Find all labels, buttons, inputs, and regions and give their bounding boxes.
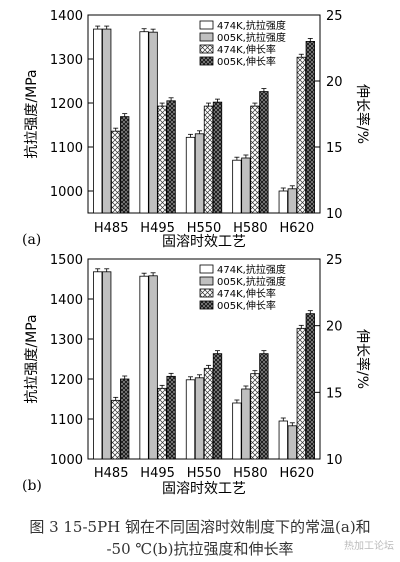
y-tick-label: 1000: [50, 453, 83, 468]
y2-axis-label: 伸长率/%: [354, 329, 371, 389]
y-tick-label: 1300: [50, 333, 83, 348]
bar: [305, 41, 315, 214]
bar: [278, 190, 288, 214]
y2-axis-label: 伸长率/%: [354, 84, 371, 144]
bar: [93, 28, 103, 214]
bar: [139, 275, 149, 460]
y-tick-label: 1000: [50, 185, 83, 200]
legend-label: 005K,伸长率: [217, 55, 276, 68]
bar: [185, 379, 196, 460]
bar: [212, 101, 223, 214]
panel-label: (b): [22, 478, 42, 494]
x-tick-label: H620: [280, 221, 315, 236]
x-tick-label: H495: [140, 221, 175, 236]
legend-swatch: [199, 288, 214, 298]
legend-label: 474K,伸长率: [217, 287, 276, 300]
y2-tick-label: 10: [326, 207, 343, 222]
x-tick-label: H620: [280, 466, 315, 481]
bar: [305, 313, 315, 460]
bar: [194, 377, 205, 460]
figure-caption-line1: 图 3 15-5PH 钢在不同固溶时效制度下的常温(a)和: [29, 518, 371, 536]
bar: [111, 130, 121, 214]
bar: [203, 105, 214, 214]
y2-tick-label: 15: [326, 386, 343, 401]
bar: [212, 353, 223, 460]
x-tick-label: H485: [94, 466, 129, 481]
bar: [139, 31, 149, 214]
y-tick-label: 1100: [50, 141, 83, 156]
bar: [287, 425, 297, 460]
y-tick-label: 1200: [50, 97, 83, 112]
panel-label: (a): [22, 232, 41, 248]
x-tick-label: H550: [187, 221, 222, 236]
bar: [148, 275, 158, 460]
y-tick-label: 1500: [50, 253, 83, 268]
bar: [250, 105, 260, 214]
legend-label: 474K,伸长率: [217, 43, 276, 56]
bar: [241, 388, 251, 460]
bar: [296, 56, 306, 214]
bar: [111, 399, 121, 460]
legend-label: 005K,抗拉强度: [217, 31, 286, 44]
y2-tick-label: 10: [326, 453, 343, 468]
y2-tick-label: 20: [326, 75, 343, 90]
y2-tick-label: 20: [326, 320, 343, 335]
bar: [232, 159, 242, 214]
legend-swatch: [199, 32, 214, 42]
y-tick-label: 1400: [50, 9, 83, 24]
x-tick-label: H580: [233, 221, 268, 236]
legend-swatch: [199, 44, 214, 54]
watermark: 热加工论坛: [344, 541, 394, 552]
x-tick-label: H580: [233, 466, 268, 481]
bar: [278, 420, 288, 460]
bar: [102, 28, 112, 214]
legend-swatch: [199, 56, 214, 66]
bar: [232, 402, 242, 460]
legend-swatch: [199, 276, 214, 286]
y-tick-label: 1400: [50, 293, 83, 308]
x-tick-label: H485: [94, 221, 129, 236]
bar: [148, 31, 158, 214]
bar: [259, 353, 269, 460]
bar: [157, 387, 167, 460]
y-tick-label: 1200: [50, 373, 83, 388]
bar: [259, 91, 269, 214]
y2-tick-label: 15: [326, 141, 343, 156]
legend-swatch: [199, 300, 214, 310]
y-tick-label: 1300: [50, 53, 83, 68]
bar: [166, 375, 176, 460]
x-axis-label: 固溶时效工艺: [162, 234, 246, 250]
legend-swatch: [199, 264, 214, 274]
bar: [102, 271, 112, 460]
bar: [166, 100, 176, 214]
bar: [120, 116, 130, 214]
legend-swatch: [199, 20, 214, 30]
bar: [194, 133, 205, 214]
bar: [203, 367, 214, 460]
x-tick-label: H495: [140, 466, 175, 481]
bar: [241, 157, 251, 214]
legend-label: 005K,抗拉强度: [217, 275, 286, 288]
panel-a: 1000 1100 1200 1300 1400 10 15 20 25 抗拉强度/MPa 伸长率/…: [22, 9, 371, 250]
figure-caption-line2: -50 ℃(b)抗拉强度和伸长率: [106, 540, 294, 558]
bar: [250, 373, 260, 460]
bar: [296, 327, 306, 460]
x-tick-label: H550: [187, 466, 222, 481]
y2-tick-label: 25: [326, 9, 343, 24]
bar: [287, 188, 297, 214]
bar: [120, 378, 130, 460]
bar: [185, 136, 196, 214]
legend-label: 474K,抗拉强度: [217, 19, 286, 32]
y-tick-label: 1100: [50, 413, 83, 428]
bar: [157, 105, 167, 214]
legend-label: 005K,伸长率: [217, 299, 276, 312]
y-axis-label: 抗拉强度/MPa: [24, 69, 40, 158]
y-axis-label: 抗拉强度/MPa: [24, 314, 40, 403]
legend-label: 474K,抗拉强度: [217, 263, 286, 276]
x-axis-label: 固溶时效工艺: [162, 481, 246, 497]
figure: 1000 1100 1200 1300 1400 10 15 20 25 抗拉强度/MPa 伸长率/…: [22, 9, 371, 497]
bar: [93, 271, 103, 460]
panel-b: 1000 1100 1200 1300 1400 1500 10 15 20 25 抗拉强度/MPa…: [22, 253, 371, 497]
y2-tick-label: 25: [326, 253, 343, 268]
